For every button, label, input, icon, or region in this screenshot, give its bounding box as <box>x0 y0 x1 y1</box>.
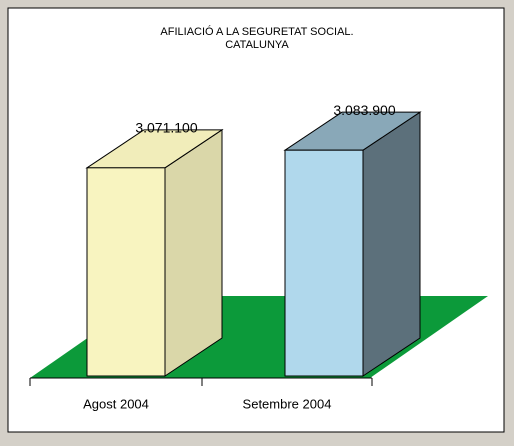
bar-side <box>164 128 223 377</box>
bar-front <box>284 149 364 377</box>
x-tick-label: Agost 2004 <box>83 396 149 411</box>
bar-side <box>362 111 421 377</box>
chart-title: AFILIACIÓ A LA SEGURETAT SOCIAL. <box>160 25 353 38</box>
value-label: 3.071.100 <box>135 120 197 136</box>
chart-title: CATALUNYA <box>225 39 289 51</box>
bar-front <box>86 167 166 377</box>
x-tick-label: Setembre 2004 <box>243 396 332 411</box>
value-label: 3.083.900 <box>333 102 395 118</box>
